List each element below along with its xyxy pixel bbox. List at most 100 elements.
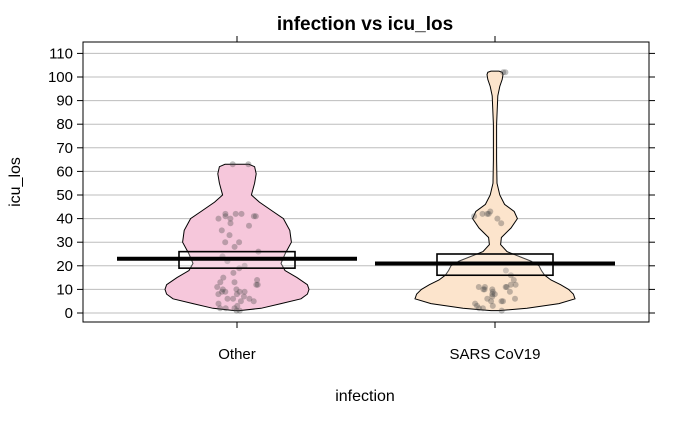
data-point (219, 288, 225, 295)
data-point (253, 281, 260, 288)
y-tick-label: 0 (65, 305, 73, 322)
data-point (226, 232, 233, 239)
y-tick-label: 50 (56, 187, 73, 204)
data-point (481, 286, 488, 293)
data-point (498, 298, 505, 305)
data-point (215, 291, 222, 298)
data-point (485, 210, 492, 217)
data-point (503, 284, 510, 290)
data-point (472, 300, 479, 307)
chart-title: infection vs icu_los (277, 14, 453, 35)
data-point (254, 277, 261, 283)
data-point (502, 284, 509, 290)
data-point (215, 300, 222, 307)
plot-frame (82, 41, 650, 323)
data-point (502, 267, 509, 274)
data-point (476, 305, 482, 312)
data-point (234, 302, 241, 309)
data-point (489, 288, 496, 295)
data-point (222, 305, 229, 312)
violin-sars-cov19 (414, 70, 576, 312)
data-point (506, 288, 513, 295)
data-point (215, 215, 222, 222)
data-point (217, 305, 224, 312)
data-point (500, 69, 507, 76)
data-point (236, 239, 243, 246)
data-point (222, 288, 229, 295)
data-point (220, 274, 227, 281)
y-tick-label: 30 (56, 234, 73, 251)
data-point (481, 284, 488, 290)
data-point (218, 227, 225, 234)
data-point (229, 161, 236, 168)
data-point (236, 307, 243, 314)
data-point (512, 281, 519, 288)
data-point (230, 295, 237, 302)
x-tick-label: Other (218, 346, 256, 363)
data-point (246, 222, 252, 229)
data-point (238, 210, 245, 217)
data-point (233, 291, 240, 298)
data-point (227, 220, 234, 227)
data-point (222, 213, 229, 220)
data-point (250, 213, 257, 220)
data-point (250, 298, 257, 305)
data-point (502, 69, 509, 76)
y-tick-label: 60 (56, 163, 73, 180)
data-point (507, 281, 514, 288)
data-point (222, 210, 229, 217)
data-point (488, 298, 495, 305)
data-point (231, 279, 238, 286)
data-point (498, 307, 505, 314)
y-tick-label: 110 (49, 45, 73, 62)
data-point (252, 213, 259, 220)
y-tick-label: 10 (56, 281, 73, 298)
data-point (245, 161, 252, 168)
data-point (236, 288, 243, 295)
y-tick-label: 100 (48, 69, 73, 86)
data-point (480, 286, 487, 293)
data-point (474, 302, 480, 309)
data-point (217, 279, 224, 286)
data-point (484, 295, 491, 302)
data-point (479, 210, 486, 217)
data-point (246, 295, 253, 302)
y-tick-label: 70 (56, 140, 73, 157)
x-tick-label: SARS CoV19 (450, 346, 541, 363)
data-point (484, 210, 491, 217)
data-point (219, 286, 226, 293)
data-point (233, 307, 240, 314)
data-point (232, 210, 239, 217)
data-point (222, 239, 229, 246)
data-point (240, 293, 247, 300)
data-point (471, 213, 478, 220)
data-point (475, 284, 482, 290)
data-point (489, 302, 496, 309)
data-point (487, 208, 494, 215)
plot-area (83, 52, 649, 314)
y-tick-label: 90 (56, 93, 73, 110)
data-point (241, 288, 248, 295)
data-point (510, 277, 517, 283)
data-point (241, 262, 248, 269)
data-point (491, 291, 498, 298)
data-point (512, 295, 518, 302)
violin-other (164, 163, 310, 312)
data-point (489, 286, 496, 293)
data-point (231, 305, 238, 312)
y-tick-label: 20 (56, 258, 73, 275)
x-axis: Other SARS CoV19 (218, 36, 540, 363)
data-point (254, 281, 261, 288)
data-point (214, 284, 221, 290)
data-point (237, 298, 244, 305)
data-point (231, 243, 238, 250)
data-point (227, 215, 234, 222)
y-axis: 0 10 20 30 40 50 60 70 80 90 100 110 (48, 45, 655, 322)
data-point (224, 295, 231, 302)
data-point (498, 220, 505, 227)
x-axis-label: infection (335, 388, 395, 405)
data-point (479, 305, 486, 312)
data-point (489, 293, 496, 300)
y-axis-label: icu_los (7, 157, 24, 207)
